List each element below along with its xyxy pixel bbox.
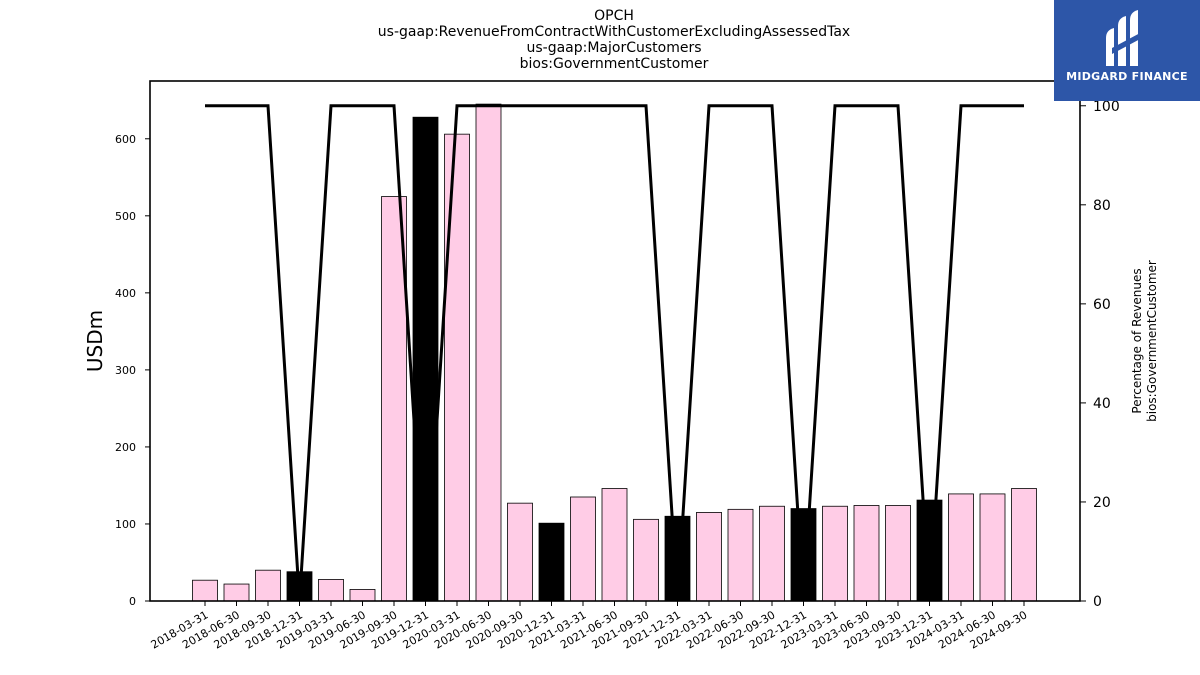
bar-2022-06-30 (727, 508, 754, 602)
y-tick-label: 600 (115, 133, 136, 146)
bar-2021-06-30 (601, 488, 628, 602)
midgard-finance-logo: MIDGARD FINANCE (1054, 0, 1200, 101)
bar-2023-06-30 (853, 505, 880, 602)
percentage-line (205, 104, 1024, 602)
y-tick-label: 500 (115, 210, 136, 223)
bar-2020-12-31 (538, 522, 565, 602)
bar-2024-09-30 (1011, 488, 1037, 602)
chart-title: OPCH us-gaap:RevenueFromContractWithCust… (378, 8, 850, 72)
bar-series (192, 103, 1037, 602)
bar-2018-06-30 (223, 583, 250, 602)
bar-2019-09-30 (381, 196, 407, 602)
y2-tick-label: 100 (1093, 99, 1120, 115)
bar-2020-06-30 (475, 103, 502, 602)
y-tick-label: 300 (115, 364, 136, 377)
y2-axis-label-line-2: bios:GovernmentCustomer (1145, 260, 1159, 422)
bar-2020-03-31 (444, 133, 470, 602)
y2-tick-label: 60 (1093, 297, 1111, 313)
bar-2020-09-30 (507, 502, 533, 602)
y2-tick-label: 20 (1093, 495, 1111, 511)
midgard-logo-icon (1106, 10, 1142, 66)
bar-2018-09-30 (255, 569, 281, 602)
y-tick-label: 100 (115, 518, 136, 531)
bar-2018-03-31 (192, 579, 218, 602)
bar-2019-06-30 (349, 589, 376, 602)
y2-tick-label: 80 (1093, 198, 1111, 214)
title-line-2: us-gaap:RevenueFromContractWithCustomerE… (378, 24, 850, 40)
bar-2022-03-31 (696, 512, 722, 602)
bar-2023-09-30 (885, 505, 911, 602)
bar-2021-12-31 (664, 515, 691, 602)
y2-tick-label: 40 (1093, 396, 1111, 412)
right-y-axis: 0 20 40 60 80 100 (1080, 99, 1120, 610)
y-tick-label: 200 (115, 441, 136, 454)
y2-axis-label-line-1: Percentage of Revenues (1130, 268, 1144, 413)
bar-2024-06-30 (979, 493, 1006, 602)
title-line-4: bios:GovernmentCustomer (520, 56, 709, 72)
bar-2019-03-31 (318, 579, 344, 602)
y-tick-label: 400 (115, 287, 136, 300)
left-y-axis: 0 100 200 300 400 500 600 (115, 133, 150, 608)
x-axis: 2018-03-312018-06-302018-09-302018-12-31… (149, 601, 1030, 652)
bar-2022-09-30 (759, 505, 785, 602)
bar-2024-03-31 (948, 493, 974, 602)
bar-2019-12-31 (412, 116, 439, 602)
percentage-line-series (205, 104, 1024, 602)
bar-2021-09-30 (633, 518, 659, 602)
title-line-1: OPCH (594, 8, 634, 24)
title-line-3: us-gaap:MajorCustomers (526, 40, 701, 56)
y-tick-label: 0 (129, 595, 136, 608)
bar-2021-03-31 (570, 496, 596, 602)
bar-2023-03-31 (822, 505, 848, 602)
y-axis-label: USDm (83, 310, 107, 372)
logo-text: MIDGARD FINANCE (1066, 70, 1188, 83)
y2-tick-label: 0 (1093, 594, 1102, 610)
